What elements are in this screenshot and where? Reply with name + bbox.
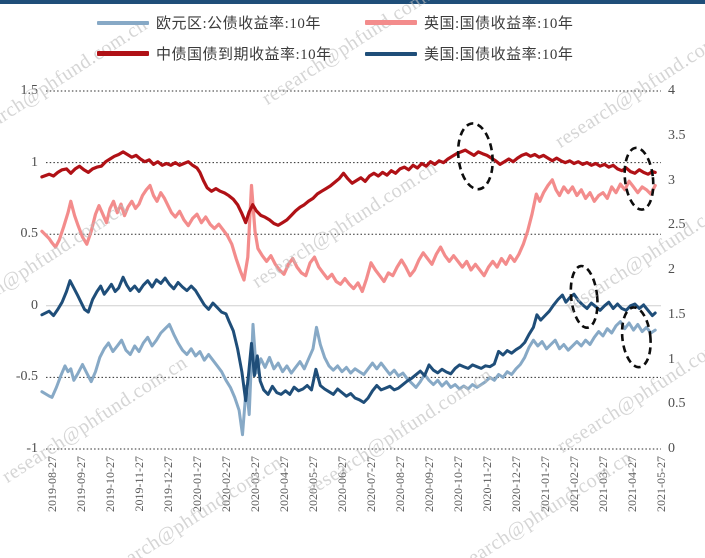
legend-item-uk: 英国:国债收益率:10年 xyxy=(365,12,573,33)
left-axis-tick-label: 0 xyxy=(31,297,38,313)
legend-item-eurozone: 欧元区:公债收益率:10年 xyxy=(97,12,349,33)
series-line-us xyxy=(40,275,657,404)
annotation-ellipse xyxy=(620,306,652,369)
x-axis-tick-label: 2020-12-27 xyxy=(509,456,523,512)
chart-legend: 欧元区:公债收益率:10年 英国:国债收益率:10年 中债国债到期收益率:10年… xyxy=(97,12,573,64)
series-line-uk xyxy=(40,178,657,294)
right-axis-tick-label: 3 xyxy=(668,172,675,188)
annotation-ellipse xyxy=(623,146,655,211)
right-axis-tick-label: 2.5 xyxy=(668,217,686,233)
legend-swatch-uk xyxy=(365,20,417,25)
right-axis-tick-label: 1 xyxy=(668,351,675,367)
x-axis-tick-label: 2019-11-27 xyxy=(132,456,146,512)
left-axis-tick-label: -0.5 xyxy=(15,369,38,385)
series-line-eurozone xyxy=(40,320,657,437)
legend-item-us: 美国:国债收益率:10年 xyxy=(365,43,573,64)
left-axis-tick-label: 0.5 xyxy=(20,226,39,242)
x-axis-tick-label: 2019-12-27 xyxy=(161,456,175,512)
x-axis-tick-label: 2020-11-27 xyxy=(480,456,494,512)
legend-item-china: 中债国债到期收益率:10年 xyxy=(97,43,349,64)
x-axis-tick-label: 2020-09-27 xyxy=(422,456,436,512)
left-axis-tick-label: -1 xyxy=(26,441,38,456)
legend-swatch-us xyxy=(365,51,417,56)
top-accent-bar xyxy=(0,0,705,4)
x-axis-tick-label: 2019-09-27 xyxy=(74,456,88,512)
x-axis-tick-label: 2021-05-27 xyxy=(654,456,668,512)
left-axis-tick-label: 1 xyxy=(31,154,38,170)
legend-label-us: 美国:国债收益率:10年 xyxy=(424,47,574,63)
x-axis-tick-label: 2019-10-27 xyxy=(103,456,117,512)
x-axis-tick-label: 2020-08-27 xyxy=(393,456,407,512)
legend-swatch-eurozone xyxy=(97,20,149,25)
legend-label-china: 中债国债到期收益率:10年 xyxy=(156,47,332,63)
right-axis-tick-label: 3.5 xyxy=(668,127,686,143)
right-axis-tick-label: 1.5 xyxy=(668,306,686,322)
annotation-ellipse xyxy=(456,122,494,191)
series-line-china xyxy=(40,148,657,227)
right-axis-tick-label: 0.5 xyxy=(668,396,686,412)
legend-label-uk: 英国:国债收益率:10年 xyxy=(424,16,574,32)
right-axis-tick-label: 4 xyxy=(668,83,675,98)
legend-swatch-china xyxy=(97,51,149,56)
legend-label-eurozone: 欧元区:公债收益率:10年 xyxy=(156,16,321,32)
left-axis-tick-label: 1.5 xyxy=(20,83,39,98)
right-axis-tick-label: 2 xyxy=(668,262,675,277)
annotation-ellipse xyxy=(569,264,599,330)
x-axis-tick-label: 2020-10-27 xyxy=(451,456,465,512)
right-axis-tick-label: 0 xyxy=(668,441,675,456)
